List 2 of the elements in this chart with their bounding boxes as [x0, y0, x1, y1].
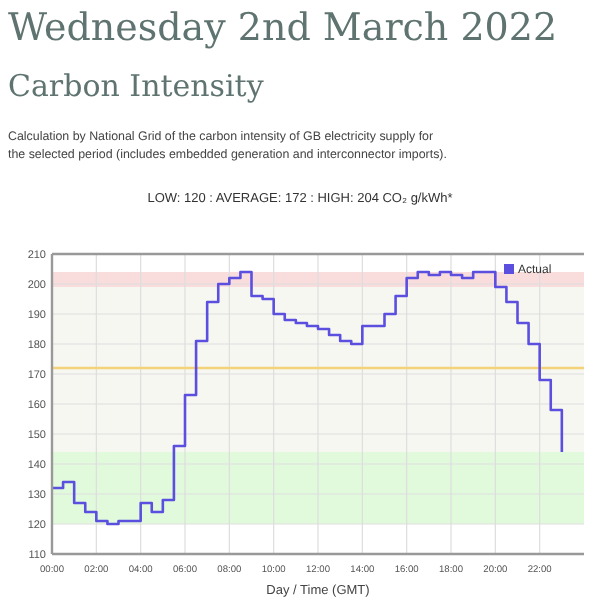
chart-title: Wednesday 2nd March 2022 [8, 6, 558, 50]
chart-subtitle: Carbon Intensity [8, 68, 265, 104]
